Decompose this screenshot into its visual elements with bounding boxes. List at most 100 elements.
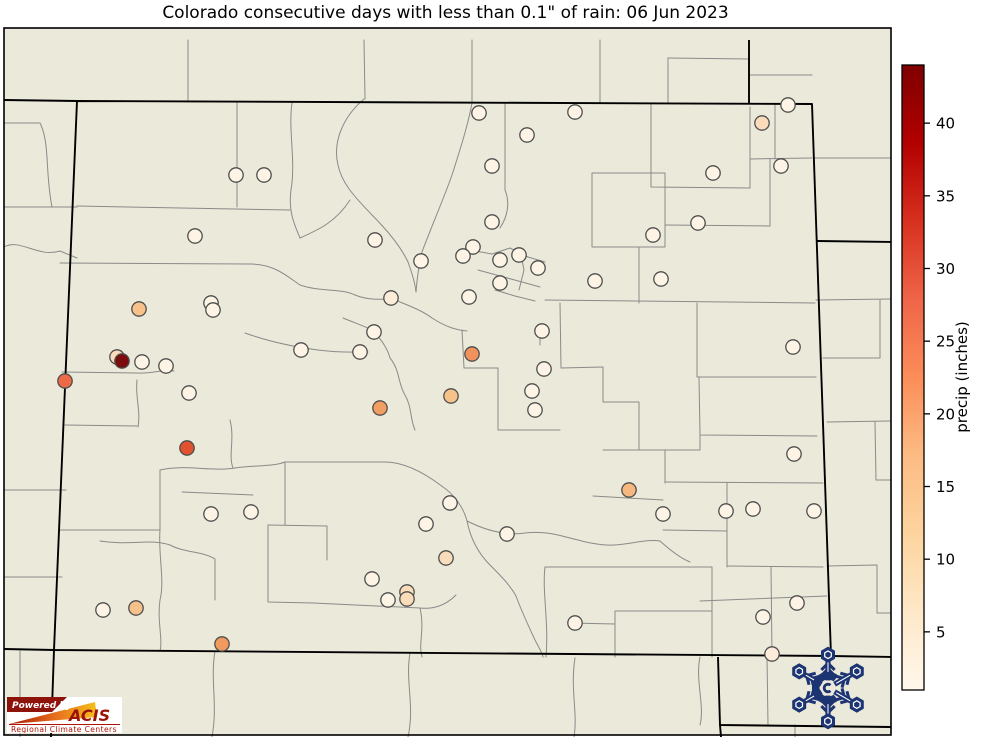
station-dot — [372, 400, 388, 416]
station-dot — [181, 385, 197, 401]
station-dot — [527, 402, 543, 418]
county-line — [664, 224, 771, 227]
county-line — [59, 262, 301, 286]
county-line — [229, 419, 234, 469]
map-frame — [3, 27, 892, 736]
county-line — [299, 284, 468, 332]
station-dot — [492, 252, 508, 268]
station-dot — [705, 165, 721, 181]
station-dot — [534, 323, 550, 339]
county-line — [442, 486, 544, 658]
county-line — [766, 656, 769, 726]
county-line — [461, 329, 561, 431]
county-line — [415, 102, 473, 293]
county-line — [299, 199, 351, 239]
map-land — [4, 28, 891, 735]
colorbar-tick-label: 5 — [936, 623, 946, 641]
station-dot — [366, 324, 382, 340]
station-dot — [519, 127, 535, 143]
station-dot — [442, 495, 458, 511]
station-dot — [95, 602, 111, 618]
station-dot — [492, 275, 508, 291]
acis-tagline-label: Regional Climate Centers — [11, 725, 117, 733]
station-dot — [293, 342, 309, 358]
county-line — [696, 302, 817, 378]
county-line — [499, 103, 509, 229]
colorbar-tick-label: 25 — [936, 333, 955, 351]
county-line — [363, 39, 366, 100]
station-dot — [530, 260, 546, 276]
county-line — [592, 495, 664, 501]
map-title: Colorado consecutive days with less than… — [162, 3, 729, 23]
station-dot — [464, 346, 480, 362]
county-line — [826, 564, 892, 614]
county-line — [136, 379, 140, 428]
station-dot — [690, 215, 706, 231]
station-dot — [653, 271, 669, 287]
station-dot — [645, 227, 661, 243]
station-dot — [655, 506, 671, 522]
county-line — [336, 98, 417, 293]
station-dot — [587, 273, 603, 289]
colorbar-tick-label: 15 — [936, 478, 955, 496]
county-line — [477, 269, 541, 288]
station-dot — [187, 228, 203, 244]
station-dot — [367, 232, 383, 248]
station-dot — [203, 506, 219, 522]
station-dot — [773, 158, 789, 174]
station-dot — [383, 290, 399, 306]
acis-logo: Powered by ACIS Regional Climate Centers — [7, 697, 122, 734]
county-line — [664, 481, 824, 484]
county-line — [407, 652, 412, 737]
county-line — [99, 540, 216, 560]
colorbar-axis-label: precip (inches) — [953, 321, 971, 433]
county-line — [39, 122, 53, 208]
county-line — [698, 656, 702, 726]
station-dot — [567, 615, 583, 631]
county-line — [572, 657, 576, 737]
station-dot — [499, 526, 515, 542]
state-line — [3, 99, 78, 102]
county-line — [699, 595, 828, 602]
station-dot — [718, 503, 734, 519]
county-line — [389, 357, 416, 431]
state-line — [830, 655, 892, 658]
colorbar-tick-label: 40 — [936, 115, 955, 133]
station-dot — [461, 289, 477, 305]
county-line — [591, 172, 666, 248]
station-dot — [511, 247, 527, 263]
station-dot — [179, 440, 195, 456]
colorbar-tick-label: 30 — [936, 260, 955, 278]
county-line — [559, 302, 604, 369]
station-dot — [780, 97, 796, 113]
county-line — [602, 366, 640, 451]
station-dot — [745, 501, 761, 517]
acis-powered-by-label: Powered by — [12, 701, 73, 711]
colorbar-gradient — [901, 64, 925, 691]
colorbar-tick-label: 35 — [936, 187, 955, 205]
colorbar-tick-label: 20 — [936, 405, 955, 423]
snowflake-logo-icon — [792, 646, 864, 730]
station-dot — [228, 167, 244, 183]
county-line — [267, 524, 328, 527]
station-dot — [785, 339, 801, 355]
county-line — [726, 565, 824, 568]
county-line — [662, 529, 728, 532]
station-dots — [57, 97, 822, 662]
county-line — [289, 102, 301, 239]
state-line — [3, 648, 55, 651]
state-line — [816, 240, 892, 243]
station-dot — [214, 636, 230, 652]
county-line — [284, 461, 444, 488]
station-dot — [380, 592, 396, 608]
station-dot — [621, 482, 637, 498]
county-line — [544, 299, 816, 304]
station-dot — [158, 358, 174, 374]
station-dot — [131, 301, 147, 317]
acis-logo-red-block — [7, 697, 67, 712]
colorbar-tick-labels: 5 10 15 20 25 30 35 40 — [936, 115, 955, 642]
station-dot — [413, 253, 429, 269]
station-dot — [524, 383, 540, 399]
county-line — [211, 650, 216, 737]
